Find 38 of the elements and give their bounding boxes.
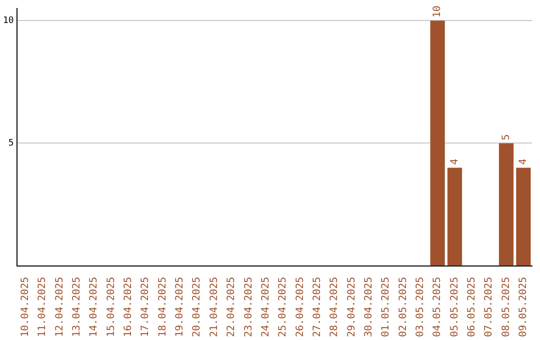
x-tick-label: 15.04.2025 [106, 276, 117, 338]
x-tick-label: 29.04.2025 [346, 276, 358, 338]
bar [498, 143, 514, 266]
x-tick-label: 08.05.2025 [500, 276, 512, 338]
data-label: 4 [518, 158, 530, 165]
x-tick-label: 09.05.2025 [518, 276, 530, 338]
x-tick-label: 22.04.2025 [226, 276, 238, 338]
x-tick-label: 14.04.2025 [88, 276, 100, 338]
x-tick-label: 25.04.2025 [278, 276, 289, 338]
x-tick-label: 07.05.2025 [484, 276, 495, 338]
x-tick-label: 03.05.2025 [414, 276, 426, 338]
x-tick-label: 10.04.2025 [20, 276, 32, 338]
x-tick-label: 26.04.2025 [294, 276, 306, 338]
bar [447, 168, 462, 266]
x-tick-label: 01.05.2025 [380, 276, 392, 338]
x-tick-label: 17.04.2025 [140, 276, 152, 338]
x-tick-label: 20.04.2025 [192, 276, 203, 338]
x-tick-label: 12.04.2025 [54, 276, 66, 338]
x-tick-label: 18.04.2025 [157, 276, 168, 338]
x-tick-label: 28.04.2025 [329, 276, 340, 338]
x-tick-label: 06.05.2025 [466, 276, 478, 338]
x-tick-label: 04.05.2025 [432, 276, 444, 338]
x-tick-label: 13.04.2025 [72, 276, 83, 338]
x-tick-label: 30.04.2025 [363, 276, 374, 338]
x-tick-label: 27.04.2025 [312, 276, 323, 338]
x-tick-label: 02.05.2025 [398, 276, 409, 338]
x-tick-label: 11.04.2025 [37, 276, 48, 338]
x-tick-label: 21.04.2025 [208, 276, 220, 338]
x-tick-label: 23.04.2025 [243, 276, 254, 338]
bar [430, 20, 445, 266]
data-label: 10 [432, 6, 444, 18]
x-tick-label: 05.05.2025 [449, 276, 460, 338]
bar [516, 168, 531, 266]
x-tick-label: 16.04.2025 [123, 276, 134, 338]
x-tick-label: 24.04.2025 [260, 276, 272, 338]
data-label: 4 [449, 158, 460, 165]
data-label: 5 [500, 134, 512, 140]
x-tick-label: 19.04.2025 [174, 276, 186, 338]
